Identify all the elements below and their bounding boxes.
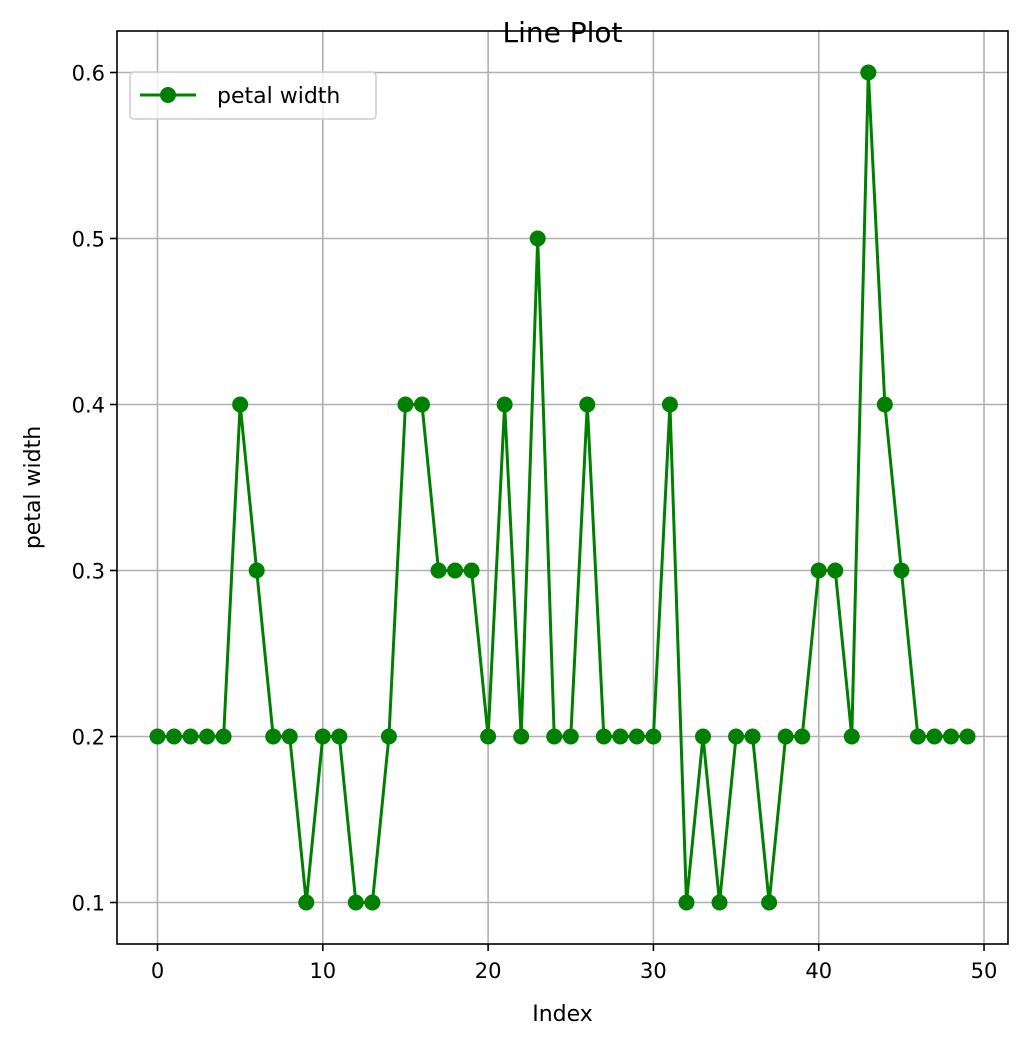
y-tick-label: 0.3 xyxy=(72,560,105,584)
x-tick-label: 10 xyxy=(309,959,336,983)
plot-frame xyxy=(116,30,1009,945)
axis-ticks: 0 10 20 30 40 50 0.1 0.2 0.3 0.4 0.5 0.6 xyxy=(72,62,998,984)
data-point xyxy=(711,894,728,911)
data-point xyxy=(827,562,844,579)
data-point xyxy=(380,728,397,745)
data-point xyxy=(430,562,447,579)
data-point xyxy=(579,396,596,413)
legend-entry-label: petal width xyxy=(217,84,340,109)
data-point xyxy=(199,728,216,745)
data-point xyxy=(480,728,497,745)
y-tick-label: 0.5 xyxy=(72,228,105,252)
data-point xyxy=(232,396,249,413)
data-point xyxy=(447,562,464,579)
data-point xyxy=(182,728,199,745)
data-point xyxy=(281,728,298,745)
y-tick-label: 0.6 xyxy=(72,62,105,86)
data-point xyxy=(794,728,811,745)
data-point xyxy=(298,894,315,911)
data-point xyxy=(397,396,414,413)
series-layer xyxy=(149,64,976,911)
data-point xyxy=(661,396,678,413)
data-point xyxy=(166,728,183,745)
data-point xyxy=(876,396,893,413)
data-point xyxy=(215,728,232,745)
x-tick-label: 0 xyxy=(151,959,164,983)
data-point xyxy=(529,230,546,247)
x-axis-label: Index xyxy=(532,1002,593,1027)
data-point xyxy=(695,728,712,745)
data-point xyxy=(496,396,513,413)
data-point xyxy=(761,894,778,911)
data-point xyxy=(595,728,612,745)
data-point xyxy=(678,894,695,911)
y-tick-label: 0.4 xyxy=(72,394,105,418)
data-point xyxy=(331,728,348,745)
data-point xyxy=(744,728,761,745)
data-point xyxy=(265,728,282,745)
x-tick-label: 20 xyxy=(475,959,502,983)
data-point xyxy=(562,728,579,745)
data-point xyxy=(843,728,860,745)
y-axis-label: petal width xyxy=(21,426,46,549)
data-point xyxy=(546,728,563,745)
legend: petal width xyxy=(129,71,377,120)
data-point xyxy=(612,728,629,745)
data-point xyxy=(248,562,265,579)
data-point xyxy=(959,728,976,745)
data-point xyxy=(413,396,430,413)
data-point xyxy=(149,728,166,745)
y-tick-label: 0.1 xyxy=(72,892,105,916)
chart-title: Line Plot xyxy=(502,16,622,49)
data-point xyxy=(777,728,794,745)
data-point xyxy=(645,728,662,745)
x-tick-label: 30 xyxy=(640,959,667,983)
legend-box xyxy=(129,71,377,120)
y-tick-label: 0.2 xyxy=(72,726,105,750)
data-point xyxy=(860,64,877,81)
legend-marker-swatch xyxy=(160,87,176,103)
data-point xyxy=(926,728,943,745)
data-point xyxy=(364,894,381,911)
data-point xyxy=(942,728,959,745)
data-point xyxy=(347,894,364,911)
data-point xyxy=(728,728,745,745)
data-point xyxy=(909,728,926,745)
data-point xyxy=(314,728,331,745)
data-point xyxy=(810,562,827,579)
data-point xyxy=(893,562,910,579)
data-point xyxy=(463,562,480,579)
data-point xyxy=(628,728,645,745)
x-tick-label: 40 xyxy=(805,959,832,983)
x-tick-label: 50 xyxy=(971,959,998,983)
data-point xyxy=(513,728,530,745)
